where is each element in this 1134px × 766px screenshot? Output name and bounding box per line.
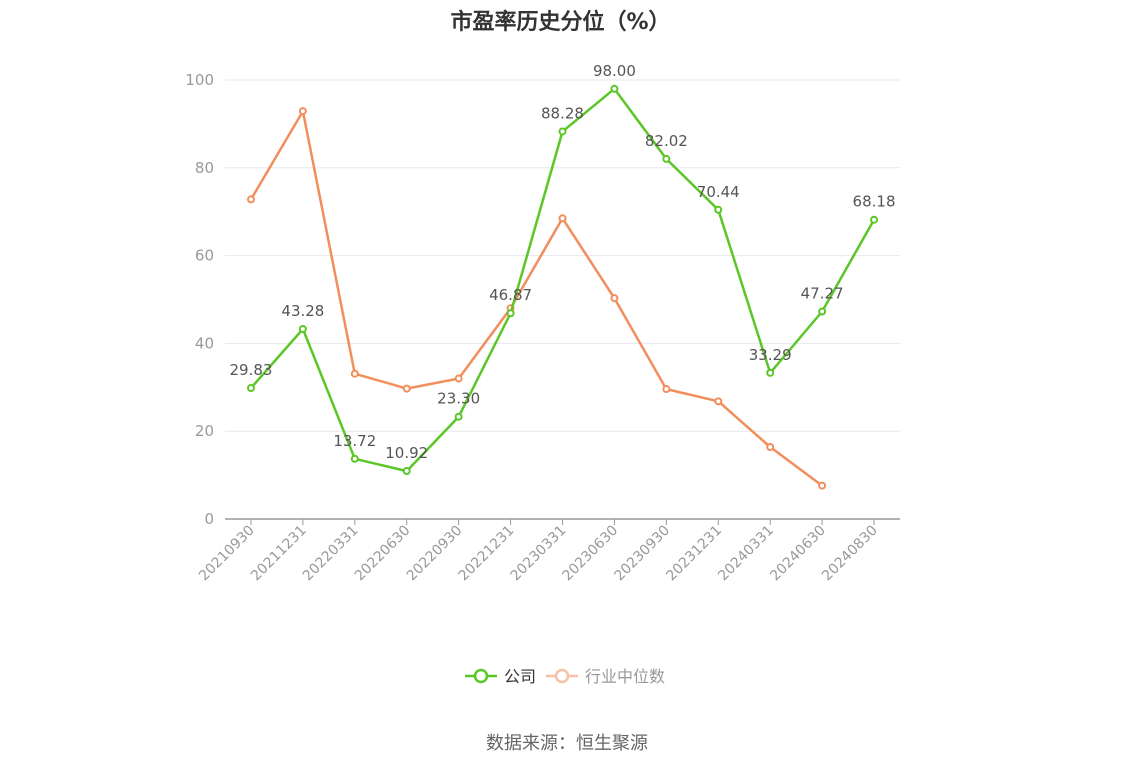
x-tick-label: 20240630 <box>767 523 829 585</box>
data-label: 43.28 <box>281 302 324 320</box>
data-point <box>558 127 567 136</box>
legend-label: 行业中位数 <box>585 667 665 686</box>
data-point <box>766 443 775 452</box>
legend-label: 公司 <box>504 667 536 686</box>
data-label: 13.72 <box>333 432 376 450</box>
data-label: 82.02 <box>645 132 688 150</box>
data-point <box>506 309 515 318</box>
y-tick-label: 40 <box>195 334 214 352</box>
x-tick-label: 20220630 <box>352 523 414 585</box>
y-tick-label: 80 <box>195 159 214 177</box>
data-label: 70.44 <box>697 183 740 201</box>
data-point <box>558 214 567 223</box>
x-tick-label: 20231231 <box>663 523 725 585</box>
x-tick-label: 20240331 <box>715 523 777 585</box>
series-layer <box>246 84 879 490</box>
data-label: 88.28 <box>541 104 584 122</box>
x-tick-label: 20230630 <box>560 523 622 585</box>
data-point <box>818 481 827 490</box>
y-tick-label: 60 <box>195 247 214 265</box>
y-tick-label: 20 <box>195 422 214 440</box>
data-point <box>298 107 307 116</box>
data-label: 10.92 <box>385 444 428 462</box>
x-axis: 2021093020211231202203312022063020220930… <box>196 518 900 585</box>
data-point <box>714 205 723 214</box>
legend-item-industry: 行业中位数 <box>546 667 665 686</box>
data-point <box>454 412 463 421</box>
data-labels: 29.83 43.28 13.72 10.92 23.30 46.87 88.28 98.00… <box>229 62 895 462</box>
data-label: 46.87 <box>489 286 532 304</box>
grid-lines <box>225 79 900 432</box>
legend-marker-icon <box>554 668 570 684</box>
data-point <box>662 385 671 394</box>
source-note: 数据来源：恒生聚源 <box>486 733 648 754</box>
data-point <box>246 384 255 393</box>
data-point <box>350 454 359 463</box>
x-tick-label: 20240830 <box>819 523 881 585</box>
data-label: 47.27 <box>801 284 844 302</box>
data-point <box>298 325 307 334</box>
data-point <box>402 384 411 393</box>
x-tick-label: 20220331 <box>300 523 362 585</box>
data-point <box>350 369 359 378</box>
data-point <box>454 374 463 383</box>
data-point <box>714 397 723 406</box>
legend-marker-icon <box>473 668 489 684</box>
data-point <box>610 294 619 303</box>
x-tick-label: 20220930 <box>404 523 466 585</box>
y-axis: 0 20 40 60 80 100 <box>185 71 214 528</box>
data-point <box>246 195 255 204</box>
x-tick-label: 20230930 <box>611 523 673 585</box>
data-label: 98.00 <box>593 62 636 80</box>
legend-item-company: 公司 <box>465 667 536 686</box>
data-label: 23.30 <box>437 390 480 408</box>
x-tick-label: 20210930 <box>196 523 258 585</box>
series-line <box>250 87 876 473</box>
data-label: 29.83 <box>229 361 272 379</box>
x-tick-label: 20211231 <box>248 523 310 585</box>
chart-title: 市盈率历史分位（%） <box>450 10 671 35</box>
data-point <box>662 154 671 163</box>
data-label: 33.29 <box>749 346 792 364</box>
series-line <box>249 109 823 487</box>
x-tick-label: 20221231 <box>456 523 518 585</box>
y-tick-label: 0 <box>204 510 214 528</box>
data-point <box>870 215 879 224</box>
data-point <box>766 368 775 377</box>
data-label: 68.18 <box>853 193 896 211</box>
series-公司 <box>246 84 879 476</box>
data-point <box>818 307 827 316</box>
data-point <box>402 467 411 476</box>
x-tick-label: 20230331 <box>508 523 570 585</box>
y-tick-label: 100 <box>185 71 214 89</box>
data-point <box>610 84 619 93</box>
legend: 公司 行业中位数 <box>465 667 665 686</box>
